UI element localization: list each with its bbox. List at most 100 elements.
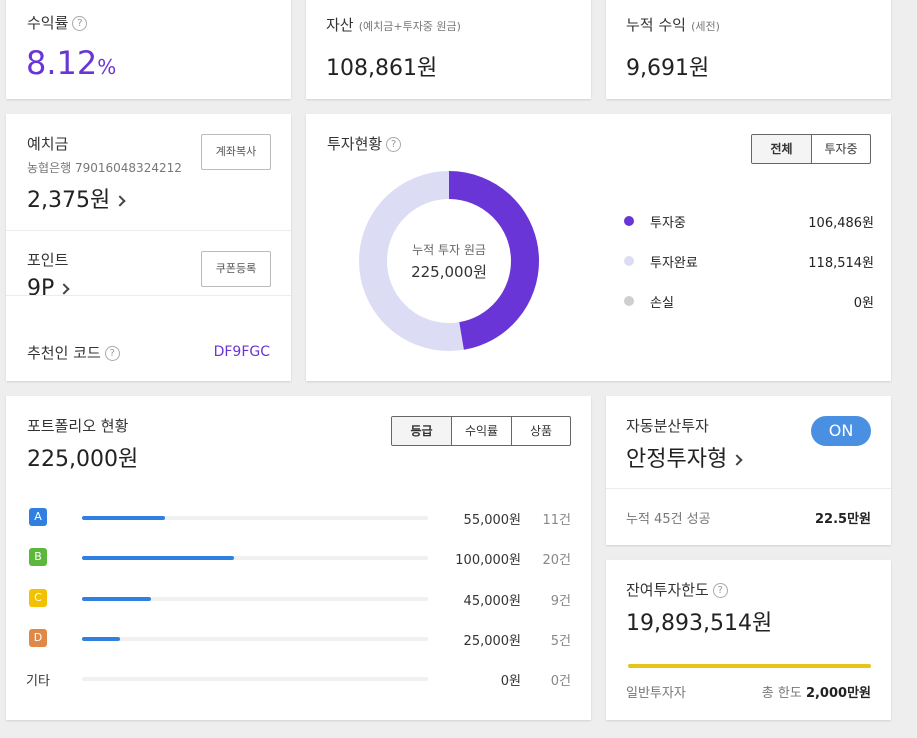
grade-amount: 25,000원 [463,634,521,649]
auto-invest-success-value: 22.5만원 [815,512,871,527]
assets-value: 108,861원 [326,56,438,81]
divider [606,488,891,489]
help-icon[interactable]: ? [72,16,88,31]
grade-bar-fill [82,637,121,641]
grade-row-c: C 45,000원 9건 [6,587,591,611]
legend-name: 손실 [650,296,674,311]
divider [6,230,291,231]
tab-investing[interactable]: 투자중 [811,135,870,163]
help-icon[interactable]: ? [712,583,728,598]
grade-badge: B [29,548,47,566]
grade-bar-track [82,556,428,560]
grade-bar-track [82,516,428,520]
chevron-right-icon [114,194,126,207]
invest-limit-card: 잔여투자한도? 19,893,514원 일반투자자 총 한도 2,000만원 [606,560,891,720]
deposit-value: 2,375원 [27,188,111,213]
portfolio-tabs: 등급 수익률 상품 [391,416,571,446]
grade-bar-track [82,677,428,681]
legend-item-loss: 손실 0원 [624,291,874,311]
legend-dot [624,256,634,266]
grade-amount: 100,000원 [455,553,521,568]
legend-value: 0원 [853,296,874,311]
grade-row-other: 기타 0원 0건 [6,667,591,691]
grade-row-b: B 100,000원 20건 [6,546,591,570]
investor-type: 일반투자자 [626,686,686,701]
referral-label: 추천인 코드 [27,344,101,362]
portfolio-card: 포트폴리오 현황 225,000원 등급 수익률 상품 A 55,000원 11… [6,396,591,720]
deposit-value-link[interactable]: 2,375원 [27,182,126,214]
assets-label: 자산 [326,16,354,34]
limit-bar-fill [628,664,871,668]
profit-card: 누적 수익 (세전) 9,691원 [606,0,891,99]
grade-bar-fill [82,556,235,560]
help-icon[interactable]: ? [386,137,402,152]
grade-row-a: A 55,000원 11건 [6,506,591,530]
coupon-register-button[interactable]: 쿠폰등록 [201,251,271,287]
profit-value: 9,691원 [626,56,710,81]
legend-item-completed: 투자완료 118,514원 [624,251,874,271]
profit-label: 누적 수익 [626,16,686,34]
limit-total: 총 한도 2,000만원 [762,682,871,701]
grade-count: 9건 [550,594,571,609]
invest-status-title: 투자현황 [327,135,383,153]
yield-card: 수익률? 8.12% [6,0,291,99]
grade-amount: 45,000원 [463,594,521,609]
grade-bar-track [82,597,428,601]
legend-dot [624,216,634,226]
portfolio-total: 225,000원 [27,447,139,472]
donut-center-label: 누적 투자 원금 [412,243,486,257]
auto-invest-value: 안정투자형 [626,447,728,472]
auto-invest-value-link[interactable]: 안정투자형 [626,441,743,473]
legend-dot [624,296,634,306]
legend-value: 106,486원 [808,216,874,231]
legend-name: 투자중 [650,216,686,231]
profit-sublabel: (세전) [691,20,720,33]
limit-total-value: 2,000만원 [805,686,871,701]
auto-invest-success-label: 누적 45건 성공 [626,512,711,527]
donut-investing-segment [359,171,539,351]
deposit-label: 예치금 [27,135,69,153]
tab-yield[interactable]: 수익률 [451,417,511,445]
auto-invest-label: 자동분산투자 [626,417,709,435]
bank-account: 농협은행 79016048324212 [27,161,182,175]
yield-value: 8.12 [26,44,98,82]
chevron-right-icon [731,453,743,466]
grade-bar-fill [82,516,166,520]
tab-all[interactable]: 전체 [752,135,811,163]
divider [6,295,291,296]
help-icon[interactable]: ? [104,346,120,361]
point-value-link[interactable]: 9P [27,276,70,301]
invest-status-card: 투자현황? 전체 투자중 누적 투자 원금 225,000원 투자중 106,4… [306,114,891,381]
legend-item-investing: 투자중 106,486원 [624,211,874,231]
copy-account-button[interactable]: 계좌복사 [201,134,271,170]
yield-label: 수익률 [27,14,69,32]
auto-invest-card: 자동분산투자 안정투자형 ON 누적 45건 성공 22.5만원 [606,396,891,545]
investment-donut-chart [359,171,539,351]
limit-total-prefix: 총 한도 [761,686,802,701]
tab-grade[interactable]: 등급 [392,417,451,445]
assets-sublabel: (예치금+투자중 원금) [358,20,461,33]
grade-amount: 55,000원 [463,513,521,528]
assets-card: 자산 (예치금+투자중 원금) 108,861원 [306,0,591,99]
portfolio-title: 포트폴리오 현황 [27,417,129,435]
grade-badge: D [29,629,47,647]
grade-amount: 0원 [500,674,521,689]
grade-count: 20건 [542,553,571,568]
deposit-card: 예치금 농협은행 79016048324212 2,375원 계좌복사 포인트 … [6,114,291,381]
limit-label: 잔여투자한도 [626,581,709,599]
legend-value: 118,514원 [808,256,874,271]
grade-badge: A [29,508,47,526]
tab-product[interactable]: 상품 [511,417,570,445]
legend-name: 투자완료 [650,256,698,271]
grade-bar-track [82,637,428,641]
referral-code[interactable]: DF9FGC [213,344,270,360]
auto-invest-toggle[interactable]: ON [811,416,871,446]
limit-bar-track [628,664,871,668]
grade-row-d: D 25,000원 5건 [6,627,591,651]
grade-count: 5건 [550,634,571,649]
point-value: 9P [27,276,55,301]
grade-other-label: 기타 [26,674,50,689]
grade-bar-fill [82,597,152,601]
grade-badge: C [29,589,47,607]
chevron-right-icon [58,282,70,295]
